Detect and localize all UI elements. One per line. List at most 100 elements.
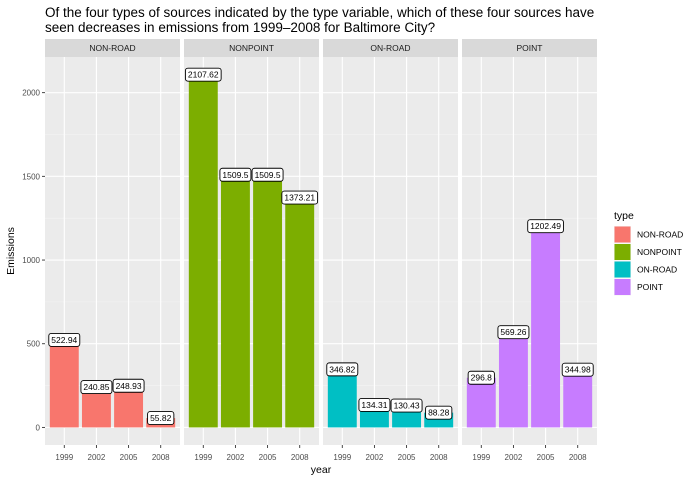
data-label-box — [425, 405, 453, 420]
data-label-box — [467, 370, 495, 385]
data-label-text: 55.82 — [150, 413, 172, 423]
data-label-box — [497, 325, 530, 340]
panel-point: POINT 296.8 569.26 1202.49 344.98 1999 2002 200… — [462, 39, 597, 462]
bar-nonpoint-1999 — [188, 74, 218, 428]
data-label-text: 240.85 — [83, 382, 109, 392]
bar-nonpoint-2005 — [253, 174, 283, 428]
data-label-text: 1509.5 — [222, 170, 248, 180]
y-tick-label: 500 — [27, 340, 41, 349]
y-tick-label: 0 — [36, 423, 41, 432]
x-tick-label: 1999 — [333, 453, 351, 462]
data-label-box — [251, 167, 284, 182]
legend-swatch-on-road — [614, 261, 631, 278]
y-tick-label: 2000 — [22, 89, 40, 98]
data-label-box — [219, 167, 252, 182]
x-tick-label: 2002 — [366, 453, 384, 462]
y-tick-label: 1000 — [22, 256, 40, 265]
data-label-box — [358, 397, 391, 412]
x-tick-label: 2008 — [430, 453, 448, 462]
x-axis-title: year — [311, 464, 332, 476]
data-label: 344.98 — [561, 362, 594, 377]
facet-strip — [184, 39, 319, 57]
data-label-text: 1509.5 — [255, 170, 281, 180]
data-label-box — [281, 190, 319, 205]
x-tick-label: 2005 — [398, 453, 416, 462]
legend-item-point: POINT — [637, 282, 663, 292]
x-tick-label: 1999 — [55, 453, 73, 462]
x-tick-label: 2005 — [259, 453, 277, 462]
data-label-box — [390, 398, 423, 413]
data-label: 2107.62 — [184, 67, 222, 82]
x-tick-label: 1999 — [194, 453, 212, 462]
facet-strip-label: POINT — [517, 43, 543, 53]
data-label: 248.93 — [112, 378, 145, 393]
data-label-text: 88.28 — [428, 408, 450, 418]
data-label: 1509.5 — [251, 167, 284, 182]
legend-item-non-road: NON-ROAD — [637, 230, 683, 240]
data-label: 130.43 — [390, 398, 423, 413]
data-label-text: 522.94 — [51, 335, 77, 345]
data-label-text: 2107.62 — [188, 70, 219, 80]
data-label-box — [48, 332, 81, 347]
data-label-box — [561, 362, 594, 377]
bar-point-1999 — [466, 377, 496, 428]
x-tick-label: 2005 — [537, 453, 555, 462]
data-label-text: 1202.49 — [530, 221, 561, 231]
chart-title-line-2: seen decreases in emissions from 1999–20… — [45, 20, 435, 35]
data-label-text: 130.43 — [394, 401, 420, 411]
legend-swatch-nonpoint — [614, 244, 631, 260]
x-tick-label: 2008 — [152, 453, 170, 462]
bar-point-2008 — [563, 369, 593, 428]
data-label: 55.82 — [147, 411, 175, 426]
data-label-text: 346.82 — [329, 364, 355, 374]
x-tick-label: 2002 — [505, 453, 523, 462]
bar-non-road-1999 — [49, 339, 79, 428]
data-label-text: 248.93 — [116, 381, 142, 391]
data-label: 522.94 — [48, 332, 81, 347]
data-label: 1202.49 — [527, 219, 564, 234]
x-tick-label: 2002 — [227, 453, 245, 462]
x-tick-label: 2005 — [120, 453, 138, 462]
bar-on-road-1999 — [327, 369, 357, 428]
panel-non-road: NON-ROAD 522.94 240.85 248.93 55.82 1999 2002 2… — [45, 39, 180, 462]
data-label: 296.8 — [467, 370, 495, 385]
data-label-text: 344.98 — [565, 365, 591, 375]
legend-title: type — [614, 210, 634, 222]
x-tick-label: 2002 — [88, 453, 106, 462]
facet-strip-label: NON-ROAD — [89, 43, 135, 53]
bar-nonpoint-2002 — [220, 174, 250, 428]
chart-title-line-1: Of the four types of sources indicated b… — [45, 5, 594, 20]
panel-nonpoint: NONPOINT 2107.62 1509.5 1509.5 1373.21 1999 20… — [184, 39, 319, 462]
data-label: 134.31 — [358, 397, 391, 412]
legend-item-on-road: ON-ROAD — [637, 265, 677, 275]
data-label: 346.82 — [326, 362, 359, 377]
y-tick-label: 1500 — [22, 172, 40, 181]
data-label: 240.85 — [80, 380, 113, 395]
x-tick-label: 1999 — [472, 453, 490, 462]
facet-strip-label: NONPOINT — [229, 43, 274, 53]
data-label-box — [112, 378, 145, 393]
facet-strip-label: ON-ROAD — [370, 43, 410, 53]
x-tick-label: 2008 — [291, 453, 309, 462]
data-label-text: 1373.21 — [284, 193, 315, 203]
data-label: 1509.5 — [219, 167, 252, 182]
facet-strip — [323, 39, 458, 57]
y-axis-title: Emissions — [5, 227, 17, 275]
facet-strip — [462, 39, 597, 57]
data-label-text: 296.8 — [471, 373, 493, 383]
data-label-box — [527, 219, 564, 234]
bar-nonpoint-2008 — [285, 197, 315, 428]
facet-panels: NON-ROAD 522.94 240.85 248.93 55.82 1999 2002 2… — [45, 39, 597, 462]
data-label: 88.28 — [425, 405, 453, 420]
bar-point-2002 — [498, 332, 528, 428]
legend: type NON-ROAD NONPOINT ON-ROAD POINT — [614, 210, 683, 296]
data-label: 569.26 — [497, 325, 530, 340]
data-label-box — [326, 362, 359, 377]
facet-strip — [45, 39, 180, 57]
data-label: 1373.21 — [281, 190, 319, 205]
data-label-text: 134.31 — [361, 400, 387, 410]
data-label-box — [184, 67, 222, 82]
y-axis: 0 500 1000 1500 2000 — [22, 89, 45, 432]
legend-swatch-non-road — [614, 226, 631, 243]
